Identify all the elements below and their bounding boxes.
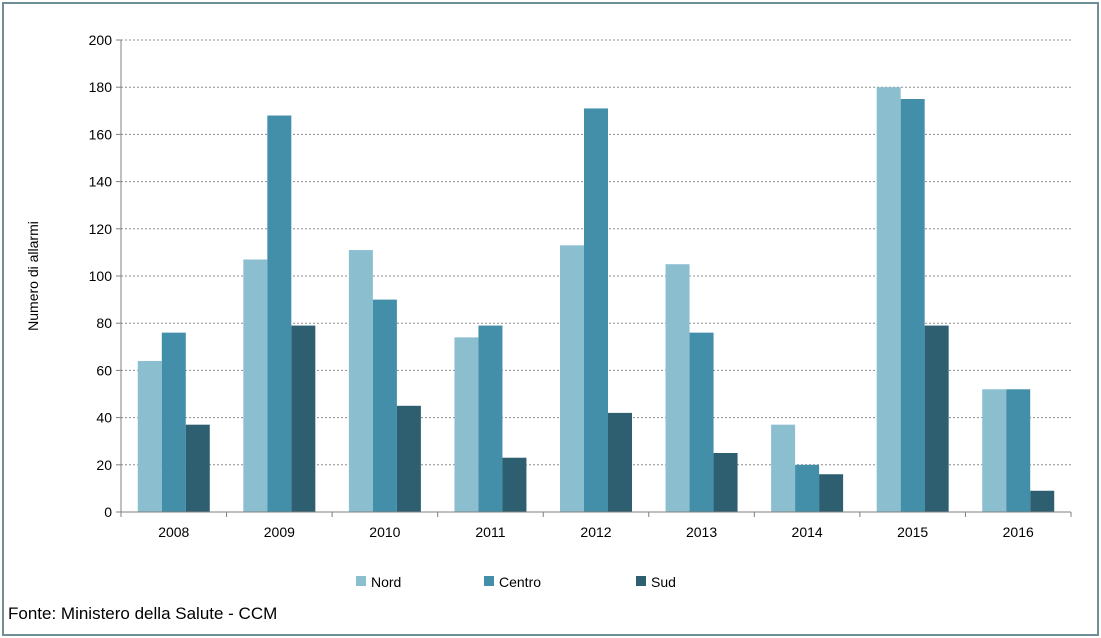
bar-centro-2008 (161, 332, 186, 512)
x-tick-labels: 2008 2009 2010 2011 2012 2013 2014 2015 2016 (158, 524, 1034, 540)
legend: Nord Centro Sud (356, 574, 676, 590)
bar-sud-2016 (1030, 490, 1055, 512)
legend-swatch-centro (484, 576, 494, 586)
x-tick-label: 2008 (158, 524, 189, 540)
y-tick-label: 120 (89, 221, 113, 237)
y-tick-label: 100 (89, 268, 113, 284)
legend-label-nord: Nord (371, 574, 401, 590)
x-tick-label: 2015 (897, 524, 928, 540)
bar-sud-2009 (291, 325, 316, 512)
bar-nord-2016 (982, 389, 1007, 512)
legend-label-centro: Centro (499, 574, 541, 590)
bar-sud-2012 (608, 412, 632, 512)
bar-centro-2014 (795, 464, 820, 512)
x-tick-label: 2016 (1003, 524, 1034, 540)
y-tick-label: 180 (89, 79, 113, 95)
bar-sud-2015 (924, 325, 949, 512)
x-tick-label: 2014 (792, 524, 823, 540)
y-tick-label: 0 (104, 504, 112, 520)
x-tick-label: 2009 (264, 524, 295, 540)
bar-centro-2010 (372, 299, 397, 512)
x-tick-label: 2011 (475, 524, 505, 540)
bar-chart: 0 20 40 60 80 100 120 140 160 180 200 2008 2009 2010… (25, 32, 1072, 590)
y-tick-label: 60 (96, 362, 112, 378)
axes (116, 39, 1072, 517)
bar-sud-2010 (396, 405, 421, 512)
bar-sud-2008 (185, 424, 210, 512)
y-tick-label: 20 (96, 457, 112, 473)
x-tick-label: 2013 (686, 524, 717, 540)
bar-nord-2012 (560, 245, 584, 512)
legend-swatch-sud (636, 576, 646, 586)
bar-nord-2013 (665, 264, 690, 512)
x-tick-label: 2012 (580, 524, 611, 540)
bar-centro-2009 (267, 115, 292, 513)
bar-nord-2009 (243, 259, 268, 512)
legend-label-sud: Sud (651, 574, 676, 590)
bar-centro-2012 (584, 108, 608, 512)
y-tick-labels: 0 20 40 60 80 100 120 140 160 180 200 (89, 32, 113, 520)
y-tick-label: 80 (96, 315, 112, 331)
bars (137, 87, 1055, 513)
bar-centro-2013 (689, 332, 714, 512)
bar-sud-2011 (502, 457, 527, 512)
y-tick-label: 40 (96, 410, 112, 426)
bar-sud-2013 (713, 453, 738, 512)
y-axis-title: Numero di allarmi (25, 221, 41, 331)
bar-sud-2014 (819, 474, 844, 512)
bar-nord-2008 (137, 360, 162, 512)
bar-centro-2016 (1006, 389, 1031, 512)
y-tick-label: 140 (89, 174, 113, 190)
source-note: Fonte: Ministero della Salute - CCM (8, 604, 278, 623)
bar-nord-2015 (876, 87, 901, 512)
y-tick-label: 160 (89, 126, 113, 142)
bar-nord-2014 (771, 424, 796, 512)
y-tick-label: 200 (89, 32, 113, 48)
x-tick-label: 2010 (369, 524, 400, 540)
bar-nord-2010 (348, 250, 373, 513)
bar-centro-2011 (478, 325, 503, 512)
legend-swatch-nord (356, 576, 366, 586)
bar-nord-2011 (454, 337, 479, 512)
bar-centro-2015 (900, 99, 925, 512)
